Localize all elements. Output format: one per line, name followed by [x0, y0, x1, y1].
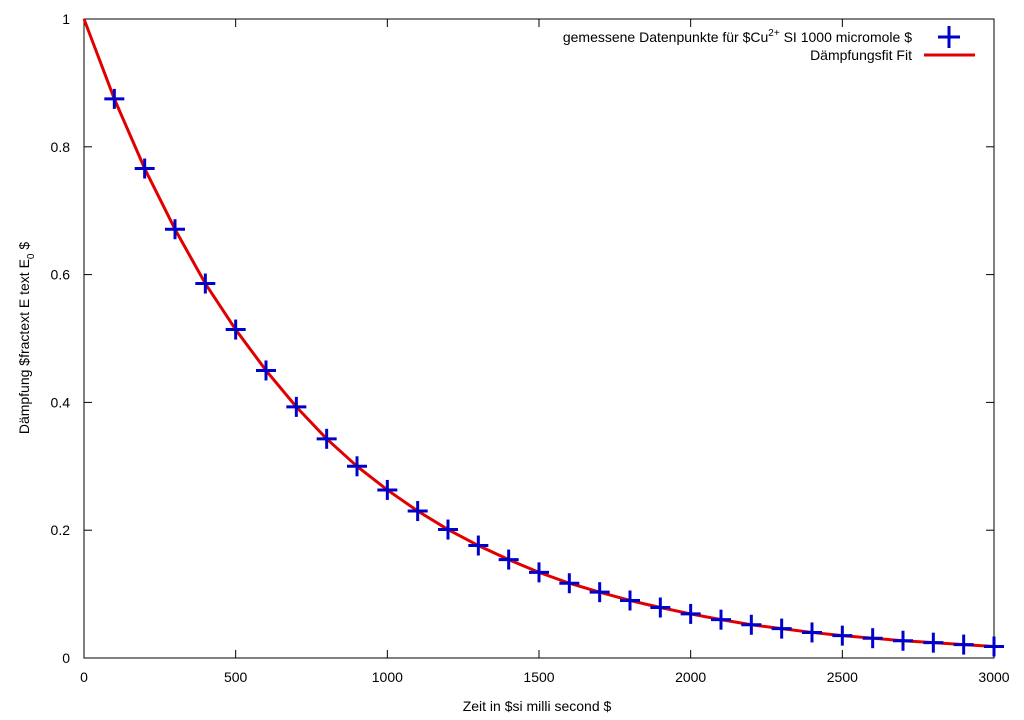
data-point [741, 614, 762, 635]
plot-frame [83, 18, 995, 659]
legend-label-points-main: gemessene Datenpunkte für $Cu [563, 29, 768, 45]
y-axis-label-tail: $ [16, 242, 32, 254]
data-point [559, 573, 580, 594]
data-point [377, 479, 398, 500]
y-axis-label: Dämpfung $fractext E text E0 $ [16, 242, 37, 435]
data-point [438, 519, 458, 540]
data-point [953, 634, 974, 655]
legend-label-fit: Dämpfungsfit Fit [810, 47, 912, 63]
data-point [104, 88, 125, 109]
data-point [862, 628, 883, 649]
data-point [286, 396, 307, 417]
data-point [589, 582, 610, 603]
points-series [104, 88, 1004, 657]
x-tick-label: 3000 [978, 669, 1009, 685]
data-point [225, 319, 246, 340]
data-point [165, 219, 185, 240]
data-point [407, 501, 428, 522]
data-point [893, 630, 913, 651]
data-point [195, 273, 216, 294]
x-tick-label: 1000 [372, 669, 403, 685]
data-point [680, 603, 701, 624]
data-point [650, 597, 671, 618]
axis-ticks [83, 18, 995, 659]
x-tick-label: 500 [224, 669, 248, 685]
data-point [468, 535, 489, 556]
y-tick-labels: 0 0.2 0.4 0.6 0.8 1 [51, 11, 71, 666]
y-axis-label-subscript: 0 [26, 253, 37, 259]
data-point [620, 590, 640, 611]
x-axis-label: Zeit in $si milli second $ [463, 698, 612, 714]
y-tick-label: 1 [62, 11, 70, 27]
legend: gemessene Datenpunkte für $Cu2+ SI 1000 … [563, 26, 975, 63]
legend-marker-points [938, 26, 960, 48]
data-point [923, 632, 944, 653]
data-point [498, 549, 519, 570]
fit-line [82, 18, 995, 648]
y-tick-label: 0.8 [51, 139, 71, 155]
x-tick-label: 2000 [675, 669, 706, 685]
fit-series [82, 18, 995, 648]
data-point [802, 622, 822, 643]
y-tick-label: 0.6 [51, 267, 71, 283]
legend-label-points-superscript: 2+ [768, 28, 780, 39]
x-tick-label: 1500 [523, 669, 554, 685]
x-tick-labels: 0 500 1000 1500 2000 2500 3000 [80, 669, 1010, 685]
data-point [711, 609, 731, 630]
y-axis-label-main: Dämpfung $fractext E text E [16, 259, 32, 434]
data-point [529, 562, 549, 583]
data-point [347, 456, 367, 477]
y-tick-label: 0.4 [51, 394, 71, 410]
data-point [134, 158, 155, 179]
data-point [316, 428, 337, 449]
y-tick-label: 0 [62, 650, 70, 666]
data-point [771, 618, 792, 639]
y-tick-label: 0.2 [51, 522, 71, 538]
data-point [256, 360, 276, 381]
data-point [832, 625, 853, 646]
legend-label-points-tail: SI 1000 micromole $ [780, 29, 912, 45]
legend-label-points: gemessene Datenpunkte für $Cu2+ SI 1000 … [563, 28, 912, 45]
x-tick-label: 0 [80, 669, 88, 685]
data-point [984, 636, 1004, 657]
x-tick-label: 2500 [827, 669, 858, 685]
